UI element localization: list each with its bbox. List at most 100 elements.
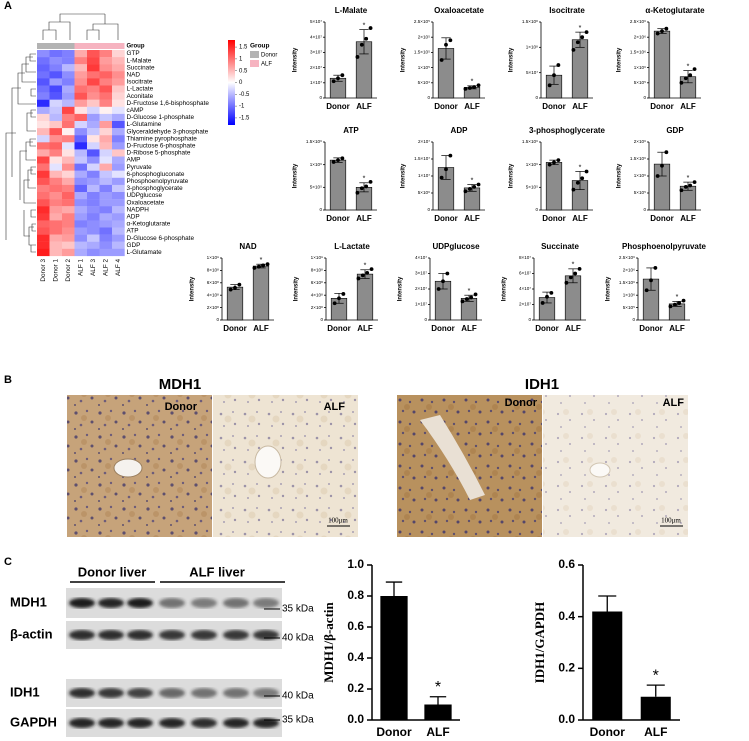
heatmap-cell	[49, 57, 63, 65]
heatmap-cell	[49, 248, 63, 257]
heatmap-cell	[49, 99, 63, 107]
row-label: NADPH	[127, 206, 150, 213]
heatmap-cell	[49, 71, 63, 79]
y-axis-title: Intensity	[294, 276, 300, 301]
data-point	[464, 297, 469, 301]
heatmap-cell	[99, 177, 113, 186]
blot-group: Donor liver	[78, 564, 147, 579]
x-tick-label: ALF	[572, 102, 588, 111]
y-tick-label: 0.8	[347, 588, 364, 602]
column-label: Donor 1	[52, 258, 59, 281]
error-bar	[598, 595, 617, 612]
data-point	[644, 288, 649, 293]
legend-label: ALF	[261, 62, 272, 68]
heatmap-cell	[112, 234, 125, 242]
data-point	[580, 176, 585, 181]
heatmap-cell	[74, 248, 88, 257]
y-tick-label: 1×10⁷	[310, 80, 322, 85]
y-tick-label: 2×10⁷	[418, 139, 430, 144]
chart-title: 3-phosphoglycerate	[529, 126, 606, 135]
data-point	[261, 263, 266, 268]
heatmap-cell	[99, 227, 113, 235]
heatmap-cell	[62, 128, 75, 136]
heatmap-cell	[37, 206, 50, 214]
micrograph	[543, 395, 688, 537]
y-axis-title: Intensity	[401, 47, 407, 72]
blot-label: β-actin	[10, 626, 53, 641]
row-label: GTP	[127, 50, 140, 57]
group-label: Group	[127, 44, 145, 50]
data-point	[237, 282, 242, 287]
group-cell	[112, 43, 125, 49]
heatmap-cell	[62, 92, 75, 100]
heatmap-cell	[62, 57, 75, 65]
heatmap-cell	[87, 85, 100, 93]
heatmap-cell	[37, 213, 50, 221]
significance: *	[579, 25, 582, 32]
data-point	[355, 55, 360, 59]
heatmap-cell	[99, 220, 113, 228]
heatmap-cell	[74, 57, 88, 65]
blot-band	[69, 598, 95, 608]
y-tick-label: 1×10⁶	[526, 162, 538, 167]
marker-label: 40 kDa	[282, 691, 314, 702]
blot-band	[98, 718, 124, 728]
y-axis-title: Intensity	[502, 276, 508, 301]
heatmap-cell	[112, 163, 125, 171]
row-label: D-Fructose 1,6-bisphosphate	[127, 100, 210, 107]
y-axis-title: Intensity	[617, 47, 623, 72]
group-cell	[49, 43, 62, 49]
heatmap-cell	[62, 121, 75, 129]
blot-band	[223, 598, 249, 608]
column-label: ALF 1	[77, 258, 84, 275]
data-point	[568, 275, 573, 280]
row-label: Isocitrate	[127, 79, 153, 86]
y-tick-label: 0.0	[347, 712, 364, 726]
data-point	[265, 262, 270, 267]
heatmap-cell	[112, 106, 125, 115]
y-axis-title: Intensity	[509, 163, 515, 188]
heatmap-cell	[49, 234, 63, 242]
y-tick-label: 1.5×10⁶	[630, 50, 646, 55]
data-point	[436, 287, 441, 291]
heatmap-cell	[49, 149, 63, 157]
data-point	[356, 276, 361, 281]
y-tick-label: 1.5×10⁸	[522, 19, 538, 24]
data-point	[460, 299, 465, 304]
heatmap-cell	[62, 85, 75, 93]
colorbar	[228, 40, 235, 125]
heatmap-cell	[87, 92, 100, 100]
heatmap-cell	[37, 156, 50, 164]
y-tick-label: 4×10⁸	[311, 292, 323, 297]
data-point	[556, 158, 561, 163]
error-bar	[646, 684, 665, 697]
blot-group: ALF liver	[189, 564, 245, 579]
data-point	[580, 35, 585, 40]
significance: *	[687, 175, 690, 182]
x-tick-label: ALF	[426, 725, 449, 739]
y-tick-label: 5×10⁵	[526, 185, 538, 190]
data-point	[331, 79, 336, 84]
colorbar-tick-label: -1.5	[239, 115, 250, 121]
data-point	[476, 182, 481, 187]
heatmap-cell	[74, 106, 88, 115]
error-bar	[467, 184, 477, 192]
data-point	[359, 186, 364, 191]
x-tick-label: Donor	[223, 324, 247, 333]
bar	[329, 159, 347, 211]
y-tick-label: 2×10⁸	[207, 305, 219, 310]
heatmap-cell	[112, 99, 125, 107]
y-tick-label: 1×10⁷	[418, 173, 430, 178]
heatmap-cell	[37, 106, 50, 115]
histology-title: MDH1	[159, 376, 202, 393]
data-point	[476, 83, 481, 88]
x-tick-label: ALF	[357, 324, 373, 333]
y-tick-label: 0.4	[558, 609, 575, 623]
heatmap-cell	[49, 192, 63, 200]
row-label: L-Lactate	[127, 86, 154, 93]
blot-label: MDH1	[10, 594, 47, 609]
heatmap-cell	[37, 50, 50, 58]
heatmap-cell	[49, 121, 63, 129]
blot-band	[69, 688, 95, 698]
chart-title: ADP	[451, 126, 469, 135]
